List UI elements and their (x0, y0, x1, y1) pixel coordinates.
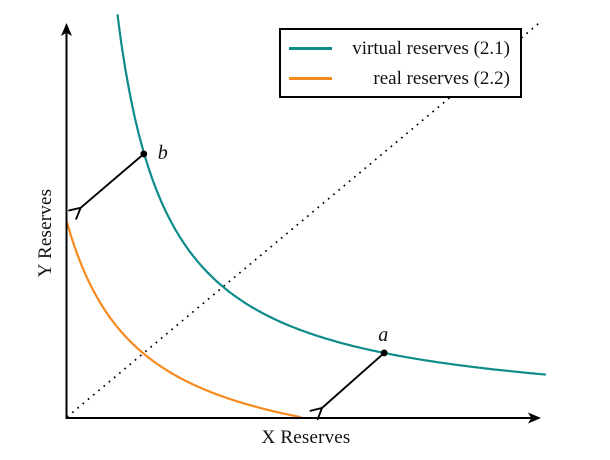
swap-arrow-from-a (309, 352, 385, 421)
legend-item-real-reserves: real reserves (2.2) (289, 64, 512, 92)
legend-label-real-reserves: real reserves (2.2) (373, 67, 510, 89)
legend-line-real-reserves-icon (289, 76, 332, 80)
diagonal-dotted-line (66, 20, 543, 418)
point-b (140, 150, 148, 158)
legend-label-virtual-reserves: virtual reserves (2.1) (352, 37, 510, 59)
point-label-a: a (378, 324, 388, 346)
point-label-b: b (158, 142, 168, 164)
point-a (380, 349, 388, 357)
x-axis-label: X Reserves (261, 427, 351, 448)
legend: virtual reserves (2.1) real reserves (2.… (279, 28, 522, 98)
legend-item-virtual-reserves: virtual reserves (2.1) (289, 34, 512, 62)
y-axis-label: Y Reserves (35, 188, 56, 278)
real-reserves-curve (65, 221, 302, 419)
swap-arrow-from-b (68, 153, 145, 220)
legend-line-virtual-reserves-icon (289, 46, 332, 50)
virtual-reserves-curve (116, 14, 547, 376)
